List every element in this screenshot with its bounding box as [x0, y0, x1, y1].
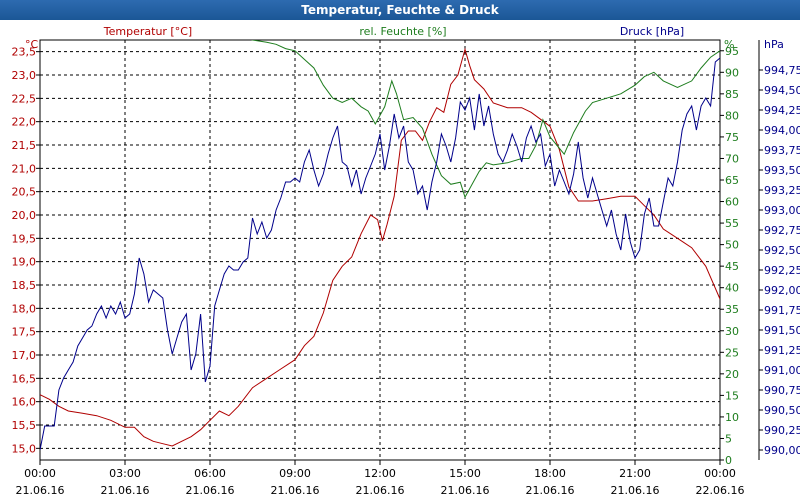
y-tick-label-pressure: 992,75 [764, 224, 800, 237]
x-tick-time: 00:00 [24, 467, 56, 480]
y-tick-label-pressure: 993,00 [764, 204, 800, 217]
y-tick-label-pressure: 990,00 [764, 444, 800, 457]
x-tick-date: 21.06.16 [101, 484, 150, 497]
y-tick-label-humidity: 95 [725, 45, 739, 58]
y-tick-label-pressure: 991,75 [764, 304, 800, 317]
y-tick-label-pressure: 993,25 [764, 184, 800, 197]
humidity-axis-title: rel. Feuchte [%] [359, 25, 446, 38]
y-tick-label-humidity: 35 [725, 303, 739, 316]
y-tick-label-humidity: 20 [725, 368, 739, 381]
pressure-line [40, 57, 720, 451]
y-tick-label-humidity: 45 [725, 260, 739, 273]
y-tick-label-temperature: 21,5 [12, 139, 37, 152]
y-tick-label-temperature: 17,5 [12, 326, 37, 339]
x-tick-date: 21.06.16 [526, 484, 575, 497]
humidity-line [250, 40, 720, 199]
temperature-unit-label: °C [25, 38, 39, 51]
y-tick-label-humidity: 85 [725, 88, 739, 101]
y-tick-label-humidity: 25 [725, 346, 739, 359]
y-tick-label-temperature: 16,0 [12, 396, 37, 409]
y-tick-label-pressure: 990,75 [764, 384, 800, 397]
y-tick-label-humidity: 80 [725, 109, 739, 122]
x-tick-time: 00:00 [704, 467, 736, 480]
x-tick-date: 21.06.16 [441, 484, 490, 497]
y-tick-label-pressure: 991,00 [764, 364, 800, 377]
humidity-unit-label: % [724, 38, 734, 51]
y-tick-label-humidity: 0 [725, 454, 732, 467]
y-tick-label-pressure: 994,00 [764, 124, 800, 137]
y-tick-label-pressure: 994,25 [764, 104, 800, 117]
y-tick-label-pressure: 992,25 [764, 264, 800, 277]
pressure-axis-title: Druck [hPa] [620, 25, 684, 38]
y-tick-label-pressure: 993,50 [764, 164, 800, 177]
x-tick-date: 21.06.16 [186, 484, 235, 497]
chart-area: 00:00 21.06.16 03:00 21.06.16 06:00 21.06.16 0… [12, 25, 800, 497]
x-tick-time: 15:00 [449, 467, 481, 480]
x-tick-time: 12:00 [364, 467, 396, 480]
x-tick-time: 18:00 [534, 467, 566, 480]
y-tick-label-humidity: 65 [725, 174, 739, 187]
temperature-axis-title: Temperatur [°C] [103, 25, 192, 38]
y-tick-label-pressure: 991,50 [764, 324, 800, 337]
y-tick-label-temperature: 23,0 [12, 69, 37, 82]
y-tick-label-humidity: 10 [725, 411, 739, 424]
y-tick-label-humidity: 55 [725, 217, 739, 230]
y-tick-label-humidity: 30 [725, 325, 739, 338]
y-tick-label-pressure: 994,50 [764, 84, 800, 97]
x-tick-date: 21.06.16 [356, 484, 405, 497]
x-tick-time: 09:00 [279, 467, 311, 480]
temperature-line [40, 47, 720, 447]
y-tick-label-temperature: 15,0 [12, 442, 37, 455]
x-tick-time: 21:00 [619, 467, 651, 480]
y-tick-label-temperature: 18,0 [12, 302, 37, 315]
y-tick-label-pressure: 990,25 [764, 424, 800, 437]
y-tick-label-humidity: 70 [725, 152, 739, 165]
y-tick-label-pressure: 994,75 [764, 64, 800, 77]
pressure-unit-label: hPa [764, 38, 784, 51]
y-tick-label-humidity: 75 [725, 131, 739, 144]
x-tick-date: 21.06.16 [16, 484, 65, 497]
y-tick-label-temperature: 21,0 [12, 162, 37, 175]
x-tick-date: 21.06.16 [611, 484, 660, 497]
y-tick-label-humidity: 50 [725, 239, 739, 252]
y-tick-label-humidity: 60 [725, 196, 739, 209]
y-tick-label-temperature: 19,5 [12, 232, 37, 245]
y-tick-label-humidity: 15 [725, 389, 739, 402]
y-tick-label-pressure: 993,75 [764, 144, 800, 157]
x-tick-time: 06:00 [194, 467, 226, 480]
y-tick-label-temperature: 22,0 [12, 116, 37, 129]
y-tick-label-pressure: 991,25 [764, 344, 800, 357]
y-tick-label-temperature: 17,0 [12, 349, 37, 362]
y-tick-label-pressure: 992,00 [764, 284, 800, 297]
y-tick-label-humidity: 40 [725, 282, 739, 295]
y-tick-label-temperature: 19,0 [12, 256, 37, 269]
x-tick-time: 03:00 [109, 467, 141, 480]
y-tick-label-temperature: 20,0 [12, 209, 37, 222]
y-tick-label-temperature: 18,5 [12, 279, 37, 292]
y-tick-label-temperature: 15,5 [12, 419, 37, 432]
y-tick-label-humidity: 90 [725, 66, 739, 79]
y-tick-label-temperature: 20,5 [12, 186, 37, 199]
y-tick-label-pressure: 990,50 [764, 404, 800, 417]
y-tick-label-humidity: 5 [725, 432, 732, 445]
y-tick-label-temperature: 23,5 [12, 46, 37, 59]
x-tick-date: 22.06.16 [696, 484, 745, 497]
x-tick-date: 21.06.16 [271, 484, 320, 497]
chart-title: Temperatur, Feuchte & Druck [0, 0, 800, 20]
y-tick-label-pressure: 992,50 [764, 244, 800, 257]
y-tick-label-temperature: 22,5 [12, 92, 37, 105]
y-tick-label-temperature: 16,5 [12, 372, 37, 385]
